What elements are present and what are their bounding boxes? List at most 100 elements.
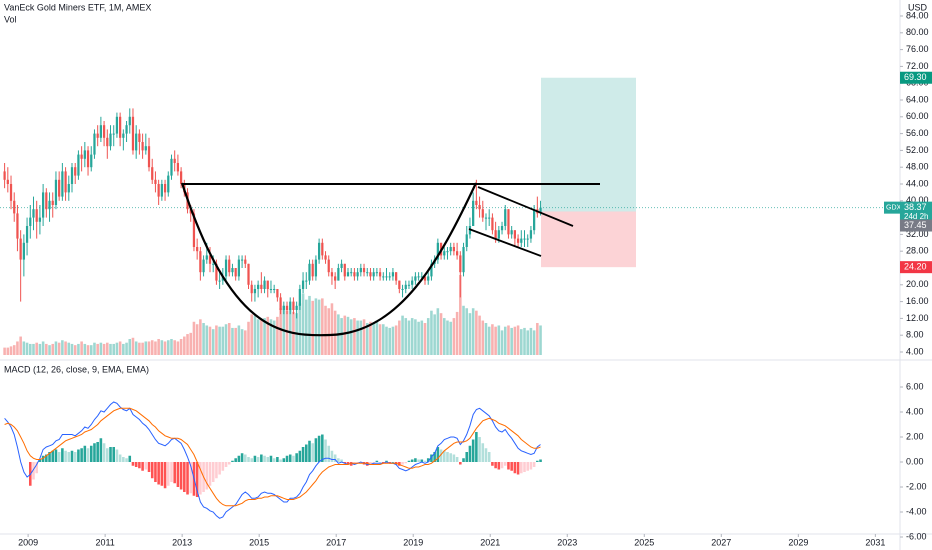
volume-bar <box>442 318 446 355</box>
volume-bar <box>353 318 356 355</box>
symbol-tag: GDX <box>886 204 902 211</box>
histogram-bar <box>125 458 128 462</box>
volume-bar <box>478 315 481 355</box>
candle-body <box>366 272 369 274</box>
candle-body <box>3 171 6 180</box>
histogram-bar <box>500 462 504 469</box>
volume-bar <box>269 319 273 355</box>
volume-bar <box>308 295 311 355</box>
candle-body <box>19 238 22 260</box>
histogram-bar <box>70 450 74 462</box>
histogram-bar <box>404 462 408 464</box>
volume-bar <box>157 339 160 355</box>
candle-body <box>472 200 475 226</box>
volume-bar <box>388 327 391 355</box>
volume-bar <box>404 318 408 355</box>
candle-body <box>260 284 263 289</box>
volume-bar <box>372 323 375 355</box>
histogram-bar <box>410 459 414 462</box>
volume-bar <box>41 341 45 355</box>
volume-bar <box>536 323 539 355</box>
volume-bar <box>256 319 260 355</box>
candle-body <box>465 234 468 247</box>
volume-bar <box>96 343 99 355</box>
histogram-bar <box>487 452 491 462</box>
histogram-bar <box>86 448 90 462</box>
histogram-bar <box>420 459 424 462</box>
x-tick-label: 2017 <box>326 537 346 547</box>
histogram-bar <box>455 457 459 462</box>
y-tick-label: 32.00 <box>906 229 929 239</box>
candle-body <box>314 259 318 277</box>
candle-body <box>224 259 228 277</box>
histogram-bar <box>503 462 507 466</box>
volume-bar <box>491 324 494 355</box>
volume-bar <box>32 343 35 355</box>
histogram-bar <box>93 443 96 462</box>
histogram-bar <box>183 462 186 492</box>
histogram-bar <box>231 460 234 462</box>
candle-body <box>25 225 29 243</box>
candle-body <box>170 158 173 176</box>
candle-body <box>539 207 542 214</box>
y-tick-label: 20.00 <box>906 279 929 289</box>
candle-body <box>526 238 529 240</box>
y-tick-label: 84.00 <box>906 10 929 20</box>
volume-bar <box>398 320 401 355</box>
histogram-bar <box>276 457 279 462</box>
histogram-bar <box>292 455 295 462</box>
entry-label-box <box>900 219 932 232</box>
candle-body <box>417 276 420 278</box>
candle-body <box>160 183 163 197</box>
volume-bar <box>173 340 176 355</box>
volume-bar <box>122 343 125 355</box>
candle-body <box>74 167 77 176</box>
histogram-bar <box>516 462 520 475</box>
candle-body <box>157 183 160 197</box>
x-tick-label: 2019 <box>403 537 423 547</box>
volume-bar <box>45 343 48 355</box>
y-tick-label: 76.00 <box>906 44 929 54</box>
volume-bar <box>247 321 250 355</box>
volume-bar <box>183 336 186 355</box>
candle-body <box>22 242 25 260</box>
volume-bar <box>160 340 164 355</box>
candle-body <box>119 116 122 138</box>
candle-body <box>346 272 350 277</box>
histogram-bar <box>32 462 35 480</box>
volume-bar <box>179 339 183 355</box>
volume-bar <box>526 330 529 355</box>
histogram-bar <box>48 452 51 462</box>
volume-bar <box>176 341 180 355</box>
histogram-bar <box>45 454 48 462</box>
volume-label: Vol <box>4 14 17 24</box>
volume-bar <box>80 341 83 355</box>
y-tick-label: 28.00 <box>906 246 929 256</box>
volume-bar <box>520 329 523 355</box>
candle-body <box>144 146 147 151</box>
y-tick-label: 0.00 <box>906 456 924 466</box>
candle-body <box>327 259 330 273</box>
candle-body <box>516 238 520 243</box>
y-tick-label: -6.00 <box>906 531 927 541</box>
candle-body <box>430 263 433 277</box>
histogram-bar <box>77 449 80 462</box>
volume-bar <box>510 327 513 355</box>
histogram-bar <box>321 434 324 462</box>
histogram-bar <box>128 455 132 462</box>
histogram-bar <box>378 462 382 463</box>
histogram-bar <box>311 443 314 462</box>
volume-bar <box>455 311 459 355</box>
candle-body <box>189 209 192 214</box>
volume-bar <box>202 323 205 355</box>
candle-body <box>504 209 507 226</box>
target-label: 69.30 <box>904 72 927 82</box>
volume-bar <box>224 324 228 355</box>
candle-body <box>269 288 273 290</box>
x-tick-label: 2023 <box>557 537 577 547</box>
histogram-bar <box>382 462 385 464</box>
histogram-bar <box>349 462 353 466</box>
histogram-bar <box>256 457 260 462</box>
histogram-bar <box>295 453 298 462</box>
candle-body <box>35 209 38 222</box>
